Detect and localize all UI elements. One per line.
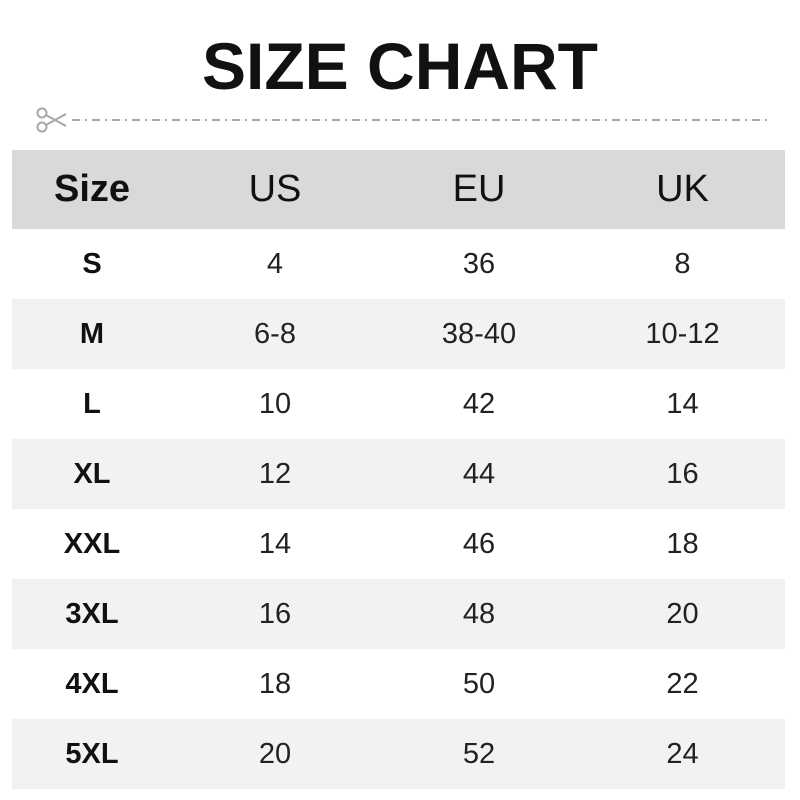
- size-label: S: [82, 247, 102, 280]
- table-row: 4XL 18 50 22: [12, 649, 785, 719]
- size-label: 5XL: [65, 737, 119, 770]
- size-label: XL: [73, 457, 111, 490]
- table-cell: 16: [666, 457, 699, 490]
- table-row: XXL 14 46 18: [12, 509, 785, 579]
- table-row: 3XL 16 48 20: [12, 579, 785, 649]
- table-cell: 22: [666, 667, 699, 700]
- table-cell: 48: [462, 597, 496, 630]
- size-label: M: [79, 317, 105, 350]
- scissors-icon: [36, 107, 67, 133]
- table-row: L 10 42 14: [12, 369, 785, 439]
- table-cell: 14: [258, 527, 292, 560]
- table-cell: 12: [258, 457, 292, 490]
- table-cell: 46: [462, 527, 496, 560]
- table-cell: 42: [462, 387, 496, 420]
- size-label: 3XL: [65, 597, 119, 630]
- table-row: M 6-8 38-40 10-12: [12, 299, 785, 369]
- table-cell: 6-8: [254, 317, 296, 350]
- table-cell: 44: [462, 457, 496, 490]
- table-cell: 24: [666, 737, 699, 770]
- table-cell: 20: [666, 597, 699, 630]
- column-header: Size: [53, 168, 131, 210]
- table-cell: 52: [462, 737, 496, 770]
- size-label: L: [83, 387, 101, 420]
- column-header: EU: [452, 168, 506, 210]
- table-cell: 18: [666, 527, 699, 560]
- table-cell: 10: [258, 387, 292, 420]
- table-cell: 10-12: [645, 317, 720, 350]
- table-cell: 50: [462, 667, 496, 700]
- table-header: Size US EU UK: [12, 150, 785, 229]
- cut-line: [36, 107, 769, 133]
- table-row: XL 12 44 16: [12, 439, 785, 509]
- column-header: US: [248, 168, 302, 210]
- table-cell: 38-40: [441, 317, 517, 350]
- column-header: UK: [656, 168, 709, 210]
- table-cell: 36: [462, 247, 496, 280]
- page-title: SIZE CHART: [202, 29, 598, 103]
- table-cell: 16: [258, 597, 292, 630]
- table-cell: 18: [258, 667, 292, 700]
- table-cell: 4: [266, 247, 284, 280]
- table-cell: 14: [666, 387, 699, 420]
- table-cell: 20: [258, 737, 292, 770]
- table-row: 5XL 20 52 24: [12, 719, 785, 789]
- size-label: 4XL: [65, 667, 119, 700]
- size-table: Size US EU UK S 4 36 8 M 6-8 38-40 10-12 L 10 42 14 XL 12…: [12, 150, 785, 789]
- table-cell: 8: [674, 247, 691, 280]
- table-row: S 4 36 8: [12, 229, 785, 299]
- size-label: XXL: [63, 527, 121, 560]
